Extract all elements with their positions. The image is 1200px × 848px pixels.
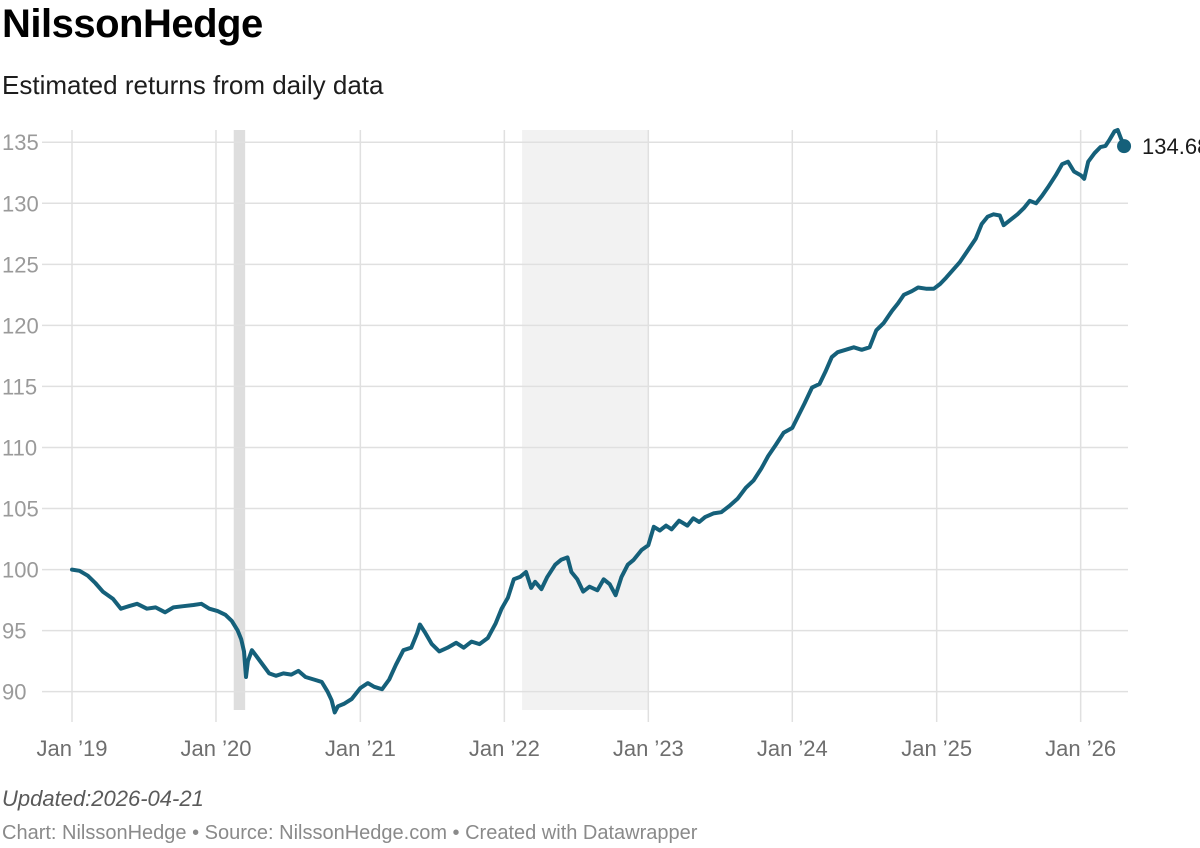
chart-grid [42, 130, 1128, 722]
chart-title: NilssonHedge [2, 2, 263, 46]
y-tick-label: 115 [2, 374, 37, 399]
chart-subtitle: Estimated returns from daily data [2, 70, 384, 100]
last-point-marker [1117, 139, 1132, 154]
last-value-label: 134.68 [1142, 134, 1200, 159]
shaded-period-0 [233, 130, 246, 710]
series-layer: 134.68 [70, 128, 1200, 715]
shaded-periods [233, 130, 648, 710]
x-tick-label: Jan ’23 [613, 736, 684, 760]
y-tick-label: 125 [2, 252, 39, 277]
shaded-period-1 [522, 130, 648, 710]
x-tick-label: Jan ’22 [469, 736, 540, 760]
x-tick-label: Jan ’25 [901, 736, 972, 760]
y-tick-label: 90 [2, 680, 26, 705]
y-tick-label: 135 [2, 130, 39, 155]
x-tick-label: Jan ’24 [757, 736, 828, 760]
series-line-0 [70, 128, 1127, 715]
x-tick-label: Jan ’19 [37, 736, 108, 760]
y-tick-label: 105 [2, 497, 39, 522]
updated-note: Updated:2026-04-21 [2, 786, 204, 811]
chart-credit: Chart: NilssonHedge • Source: NilssonHed… [2, 822, 698, 844]
x-tick-label: Jan ’20 [181, 736, 252, 760]
y-tick-label: 110 [2, 435, 37, 460]
y-tick-label: 130 [2, 191, 39, 216]
y-tick-label: 100 [2, 558, 39, 583]
y-tick-label: 120 [2, 313, 39, 338]
x-tick-label: Jan ’26 [1045, 736, 1116, 760]
y-axis: 90 95 100 105 110 115 120 125 130 135 [2, 130, 39, 704]
y-tick-label: 95 [2, 619, 26, 644]
x-tick-label: Jan ’21 [325, 736, 396, 760]
x-axis: Jan ’19 Jan ’20 Jan ’21 Jan ’22 Jan ’23 Jan ’… [37, 736, 1117, 760]
